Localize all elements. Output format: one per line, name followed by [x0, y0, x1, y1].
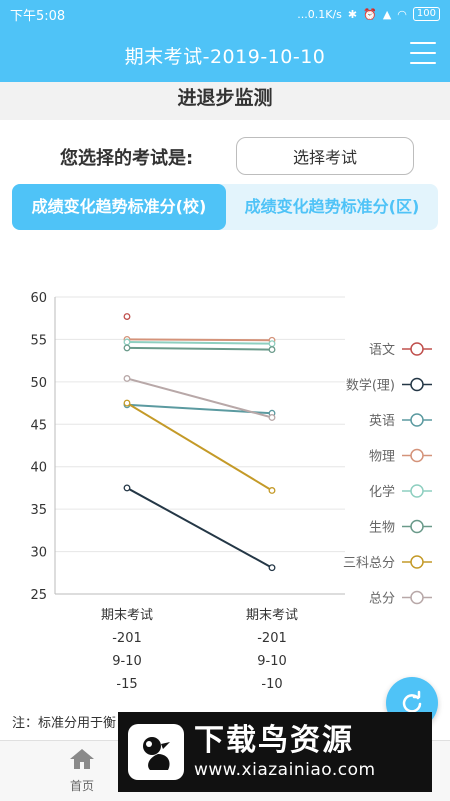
- legend-label: 物理: [369, 450, 395, 465]
- legend-marker: [410, 448, 424, 463]
- watermark-banner: 下载鸟资源 www.xiazainiao.com: [118, 712, 432, 792]
- legend-marker: [410, 342, 424, 356]
- y-tick-label: 30: [30, 546, 47, 561]
- battery-icon: 100: [412, 7, 440, 21]
- x-tick-label: 期末考试: [246, 608, 298, 623]
- status-time: 下午5:08: [10, 8, 66, 24]
- data-point: [268, 564, 276, 572]
- data-point: [268, 346, 276, 354]
- nav-home-label: 首页: [69, 779, 94, 793]
- data-point: [268, 340, 276, 348]
- trend-tabs: 成绩变化趋势标准分(校) 成绩变化趋势标准分(区): [12, 184, 438, 230]
- series-line: [126, 340, 273, 345]
- y-tick-label: 45: [30, 418, 47, 433]
- status-bar: 下午5:08 ...0.1K/s ✱ ⏰ ▲ ◠ 100: [0, 0, 450, 28]
- x-tick-label: -201: [112, 631, 142, 646]
- x-tick-label: -15: [116, 677, 137, 692]
- score-trend-chart: 25 30 35 40 45 50 55 60 期末考试 -201 9-10 -15 期末考试 -201 9…: [30, 291, 432, 692]
- x-tick-label: -10: [261, 677, 282, 692]
- bluetooth-icon: ✱: [347, 7, 358, 21]
- data-point: [123, 399, 131, 407]
- legend-marker: [410, 519, 424, 534]
- tab-district-standard-score[interactable]: 成绩变化趋势标准分(区): [244, 197, 420, 216]
- x-tick-label: 期末考试: [101, 608, 153, 623]
- exam-picker-row: 您选择的考试是: 选择考试: [0, 136, 450, 178]
- select-exam-button[interactable]: 选择考试: [236, 137, 414, 175]
- data-point: [268, 487, 276, 494]
- legend-marker: [410, 590, 424, 605]
- refresh-icon: [402, 690, 422, 713]
- watermark-title: 下载鸟资源: [194, 723, 354, 758]
- legend-label: 三科总分: [343, 556, 395, 571]
- y-tick-label: 35: [30, 503, 47, 518]
- legend-marker: [410, 484, 424, 498]
- legend-label: 化学: [369, 484, 395, 500]
- legend-label: 数学(理): [346, 378, 395, 394]
- series-line: [126, 402, 273, 492]
- legend-marker: [410, 555, 424, 569]
- x-tick-label: -201: [257, 631, 287, 646]
- legend-label: 生物: [369, 521, 395, 536]
- signal-icon: ▲: [382, 7, 392, 21]
- footnote: 注：标准分用于衡: [12, 716, 117, 731]
- menu-icon[interactable]: [410, 42, 436, 64]
- series-line: [126, 338, 273, 342]
- legend-label: 语文: [369, 343, 395, 358]
- page-title: 期末考试-2019-10-10: [124, 45, 326, 68]
- y-tick-label: 25: [30, 588, 47, 603]
- series-line: [126, 377, 273, 419]
- legend-label: 英语: [369, 414, 395, 429]
- app-header: 期末考试-2019-10-10: [0, 28, 450, 82]
- watermark-url: www.xiazainiao.com: [194, 760, 376, 780]
- data-point: [123, 375, 131, 382]
- nav-home[interactable]: 首页: [50, 747, 114, 797]
- y-tick-label: 55: [30, 333, 47, 348]
- exam-picker-label: 您选择的考试是:: [60, 148, 194, 169]
- bird-logo-icon: [128, 724, 184, 780]
- data-point: [123, 484, 131, 492]
- data-point: [268, 414, 276, 421]
- x-tick-label: 9-10: [112, 654, 142, 669]
- y-tick-label: 60: [30, 291, 47, 306]
- x-tick-label: 9-10: [257, 654, 287, 669]
- legend-marker: [410, 377, 424, 392]
- data-point: [123, 344, 131, 352]
- y-tick-label: 40: [30, 461, 47, 476]
- series-line: [126, 487, 273, 569]
- y-tick-label: 50: [30, 376, 47, 391]
- tab-school-standard-score[interactable]: 成绩变化趋势标准分(校): [12, 184, 226, 230]
- series-line: [126, 346, 273, 351]
- wifi-icon: ◠: [397, 7, 407, 21]
- home-icon: [70, 749, 94, 769]
- legend-marker: [410, 413, 424, 427]
- network-speed: ...0.1K/s: [297, 7, 342, 21]
- alarm-icon: ⏰: [363, 7, 377, 21]
- section-title: 进退步监测: [0, 82, 450, 120]
- legend-label: 总分: [369, 592, 395, 607]
- status-icons: ...0.1K/s ✱ ⏰ ▲ ◠ 100: [297, 7, 440, 21]
- data-point: [123, 313, 131, 320]
- data-point: [123, 338, 131, 346]
